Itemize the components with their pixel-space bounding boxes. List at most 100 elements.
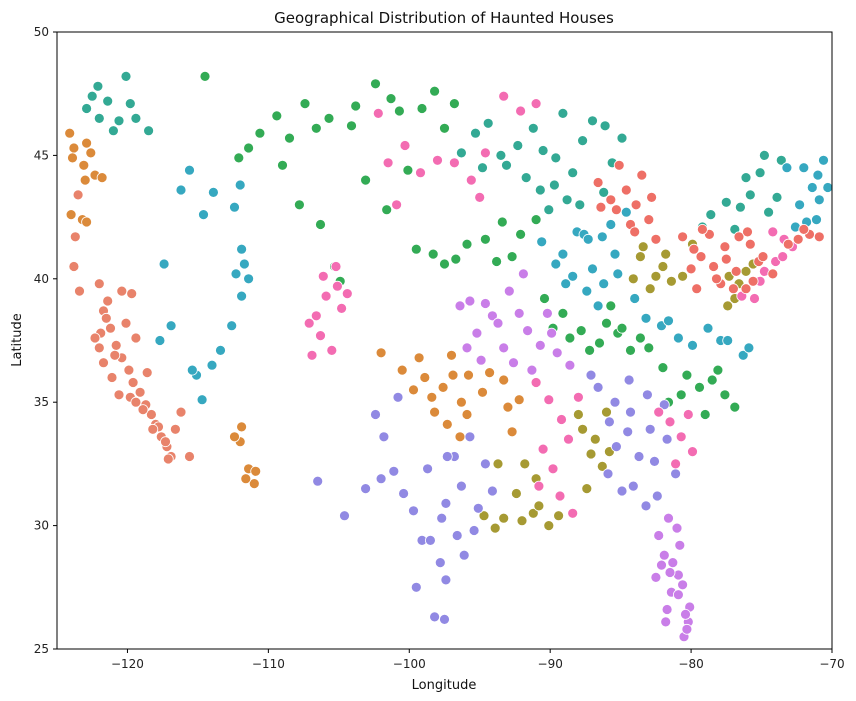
series-10 xyxy=(592,159,825,295)
scatter-point xyxy=(440,574,452,586)
scatter-point xyxy=(596,460,608,472)
scatter-point xyxy=(498,512,510,524)
scatter-point xyxy=(623,374,635,386)
scatter-point xyxy=(436,512,448,524)
scatter-point xyxy=(527,507,539,519)
scatter-point xyxy=(158,258,170,270)
scatter-point xyxy=(646,191,657,203)
scatter-point xyxy=(346,120,357,132)
scatter-point xyxy=(248,478,260,490)
points-layer xyxy=(64,71,834,643)
scatter-point xyxy=(534,184,546,196)
scatter-point xyxy=(120,71,132,82)
scatter-point xyxy=(563,433,574,445)
scatter-point xyxy=(326,344,338,356)
scatter-point xyxy=(236,290,248,302)
scatter-point xyxy=(96,172,108,184)
scatter-point xyxy=(432,154,443,166)
scatter-point xyxy=(573,391,584,403)
scatter-point xyxy=(705,209,717,221)
scatter-point xyxy=(315,330,326,342)
y-tick-label: 50 xyxy=(34,25,49,39)
scatter-point xyxy=(236,243,248,255)
scatter-point xyxy=(330,261,342,272)
scatter-point xyxy=(677,579,688,591)
scatter-point xyxy=(553,510,564,522)
scatter-point xyxy=(599,120,611,132)
scatter-point xyxy=(660,616,672,628)
scatter-point xyxy=(415,167,426,179)
scatter-point xyxy=(598,278,610,290)
scatter-point xyxy=(642,389,653,401)
scatter-point xyxy=(681,623,693,635)
scatter-point xyxy=(557,248,569,260)
scatter-point xyxy=(486,485,498,497)
scatter-point xyxy=(620,184,632,196)
scatter-point xyxy=(656,559,667,571)
scatter-point xyxy=(458,549,470,561)
scatter-point xyxy=(577,135,588,147)
scatter-point xyxy=(649,455,660,467)
scatter-point xyxy=(663,315,674,327)
scatter-point xyxy=(370,409,381,420)
scatter-point xyxy=(162,453,174,465)
scatter-point xyxy=(477,162,488,174)
scatter-point xyxy=(489,522,501,534)
scatter-point xyxy=(743,342,755,354)
scatter-point xyxy=(399,140,411,151)
scatter-point xyxy=(729,401,741,413)
scatter-point xyxy=(635,332,646,344)
scatter-point xyxy=(184,164,195,176)
scatter-point xyxy=(68,261,80,272)
scatter-point xyxy=(439,122,450,134)
scatter-point xyxy=(543,394,555,406)
scatter-point xyxy=(64,127,76,139)
series-7 xyxy=(312,369,681,625)
scatter-point xyxy=(595,201,607,213)
scatter-point xyxy=(479,147,491,159)
scatter-point xyxy=(543,204,555,216)
scatter-point xyxy=(616,132,628,144)
scatter-point xyxy=(702,322,714,334)
scatter-point xyxy=(72,189,84,201)
scatter-point xyxy=(653,406,665,418)
scatter-point xyxy=(299,98,311,109)
scatter-point xyxy=(681,369,693,381)
scatter-point xyxy=(592,381,604,393)
series-2 xyxy=(64,127,525,490)
scatter-point xyxy=(408,505,419,517)
scatter-point xyxy=(312,475,324,487)
scatter-point xyxy=(336,302,348,314)
scatter-point xyxy=(658,399,670,411)
scatter-point xyxy=(426,391,438,403)
scatter-point xyxy=(564,332,576,344)
series-5 xyxy=(81,71,787,235)
scatter-point xyxy=(100,312,112,324)
scatter-point xyxy=(811,214,822,226)
scatter-point xyxy=(441,451,453,462)
scatter-point xyxy=(556,414,567,425)
scatter-point xyxy=(533,480,545,492)
scatter-point xyxy=(747,275,759,287)
scatter-point xyxy=(806,182,818,193)
scatter-point xyxy=(577,423,588,435)
scatter-point xyxy=(527,122,539,134)
scatter-point xyxy=(229,201,240,213)
scatter-point xyxy=(137,404,149,416)
scatter-point xyxy=(429,406,441,418)
scatter-point xyxy=(601,317,612,329)
scatter-point xyxy=(120,317,132,329)
scatter-point xyxy=(633,451,645,462)
scatter-point xyxy=(315,219,326,230)
scatter-point xyxy=(441,418,453,430)
scatter-point xyxy=(233,152,245,164)
scatter-point xyxy=(238,258,250,270)
series-9 xyxy=(303,90,798,519)
scatter-point xyxy=(589,433,601,445)
scatter-point xyxy=(587,263,598,275)
scatter-point xyxy=(109,349,121,361)
scatter-point xyxy=(375,347,387,359)
scatter-point xyxy=(574,199,586,211)
scatter-point xyxy=(749,293,760,304)
